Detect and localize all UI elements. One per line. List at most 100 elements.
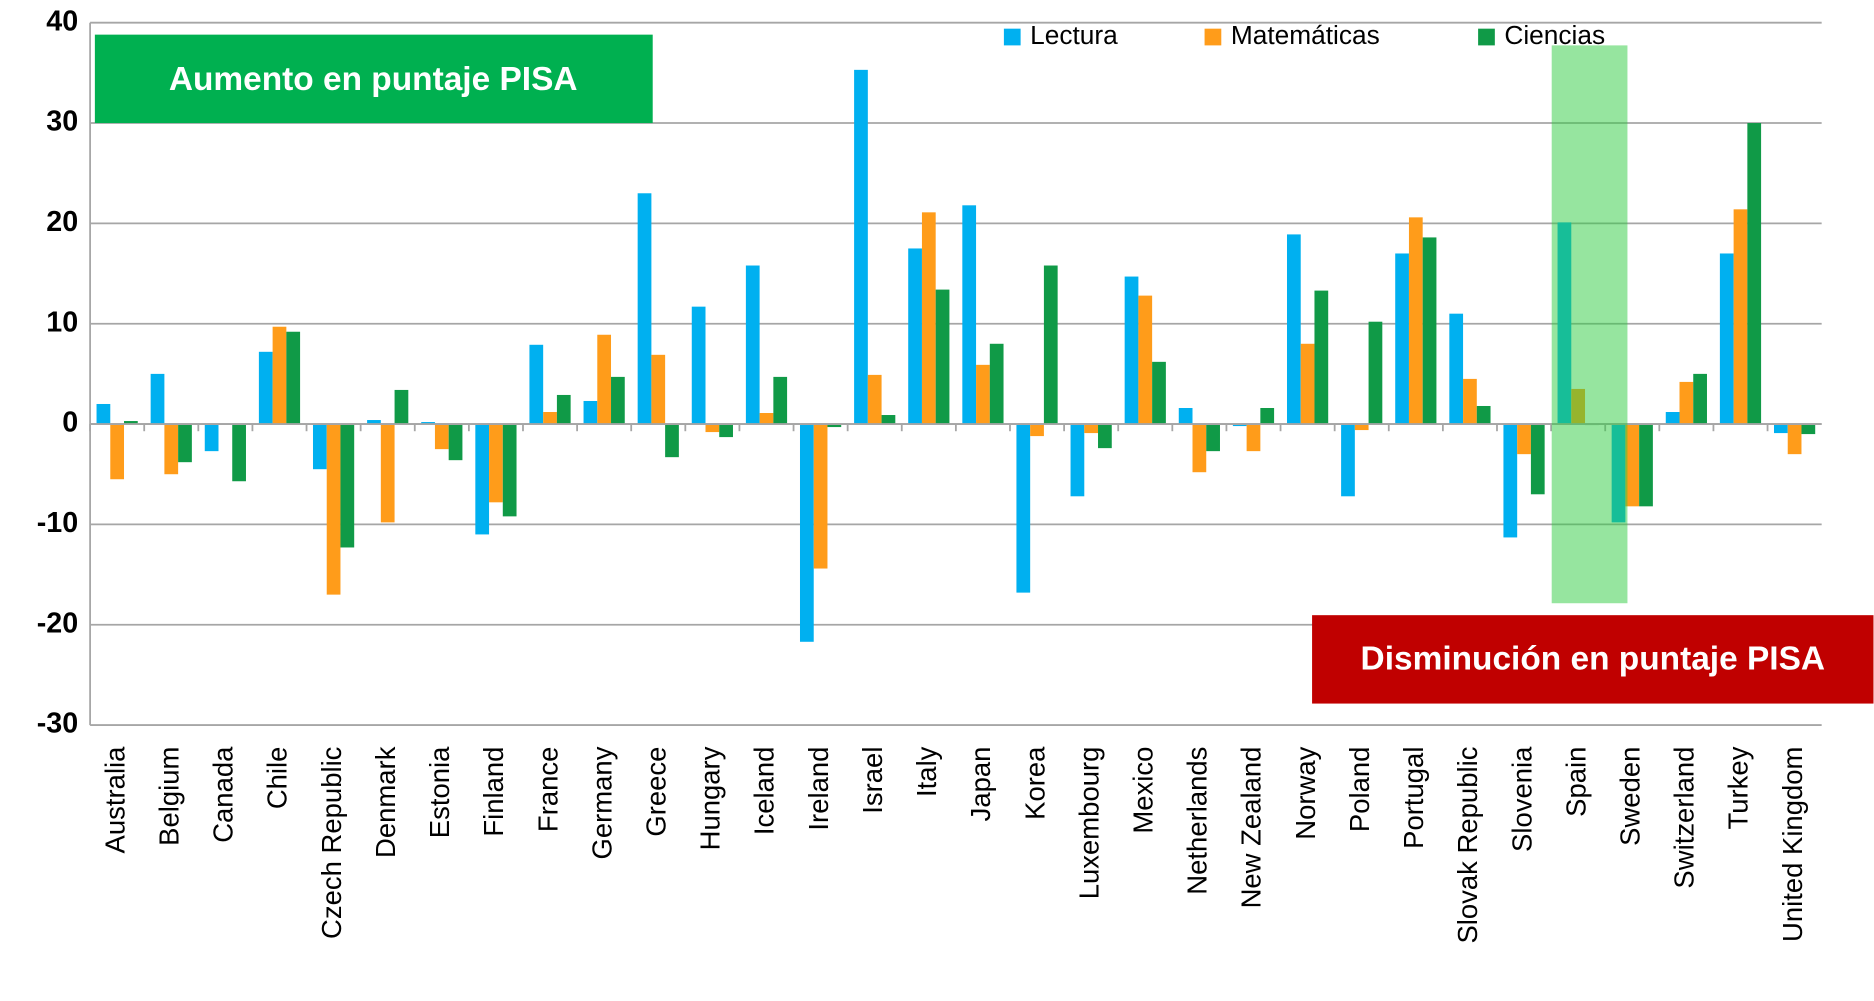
bar [1030, 424, 1044, 437]
bar [962, 205, 977, 425]
y-tick-label: -20 [37, 607, 78, 639]
x-tick-label: Poland [1344, 747, 1375, 833]
bar [1314, 290, 1329, 425]
bar [448, 424, 463, 461]
bar [164, 424, 179, 475]
bar [475, 424, 490, 535]
bar [1395, 253, 1409, 425]
bar [827, 424, 842, 428]
bar [1152, 361, 1166, 425]
bar [583, 400, 598, 425]
x-tick-label: Turkey [1723, 746, 1754, 829]
y-tick-label: 10 [46, 306, 78, 338]
bar [854, 69, 868, 425]
bar [312, 424, 327, 470]
annotation-box [1312, 615, 1874, 704]
x-tick-label: Switzerland [1669, 747, 1700, 889]
x-tick-label: Portugal [1398, 747, 1429, 849]
bar [908, 248, 922, 425]
bar [1232, 424, 1247, 427]
bar [1192, 424, 1207, 473]
x-tick-label: France [532, 747, 563, 832]
x-tick-label: Japan [965, 747, 996, 822]
annotation: Aumento en puntaje PISA [169, 61, 578, 98]
bar [719, 424, 733, 438]
bar [1747, 123, 1762, 425]
bar [1530, 424, 1545, 495]
x-tick-label: Norway [1290, 746, 1321, 839]
x-tick-label: Australia [99, 746, 130, 854]
x-tick-label: Germany [586, 746, 617, 859]
bar [1625, 424, 1640, 507]
x-tick-label: Slovenia [1506, 746, 1537, 852]
bar [434, 424, 449, 450]
x-tick-label: Ireland [803, 747, 834, 831]
bar [124, 421, 138, 425]
bar [1719, 253, 1734, 425]
bar [380, 424, 395, 523]
bar [1286, 234, 1301, 425]
bar [1016, 424, 1031, 593]
x-tick-label: Hungary [695, 746, 726, 850]
legend-label: Lectura [1030, 20, 1118, 50]
bar [1463, 378, 1477, 425]
bar [1178, 407, 1193, 425]
bar [556, 394, 571, 425]
y-tick-label: -30 [37, 708, 78, 740]
legend-swatch [1003, 28, 1021, 46]
bar [1098, 424, 1112, 449]
x-tick-label: Czech Republic [316, 746, 347, 939]
bar [867, 374, 882, 425]
bar [1503, 424, 1518, 538]
x-tick-label: Slovak Republic [1452, 746, 1483, 943]
x-tick-label: Canada [208, 746, 239, 843]
bar [1070, 424, 1085, 497]
legend-label: Ciencias [1504, 20, 1605, 50]
bar [665, 424, 679, 458]
bar [367, 420, 381, 425]
bar [340, 424, 355, 548]
bar [1341, 424, 1355, 497]
bar [1408, 217, 1423, 425]
bar [1476, 405, 1491, 425]
x-tick-label: Netherlands [1182, 747, 1213, 895]
x-tick-label: Korea [1019, 746, 1050, 820]
bar [989, 343, 1004, 425]
x-tick-label: Sweden [1615, 747, 1646, 846]
bar [1043, 265, 1058, 425]
y-tick-label: -10 [37, 507, 78, 539]
bar [813, 424, 828, 569]
bar [935, 289, 950, 425]
bar [178, 424, 192, 463]
x-tick-label: Italy [911, 746, 942, 797]
y-tick-label: 20 [46, 206, 78, 238]
bar [705, 424, 720, 433]
y-tick-label: 0 [62, 407, 78, 439]
bar [1206, 424, 1220, 452]
bar [1665, 412, 1680, 425]
x-tick-label: Chile [262, 747, 293, 810]
bar [881, 415, 896, 425]
bar [286, 331, 301, 425]
x-tick-label: Iceland [749, 747, 780, 836]
bar [258, 351, 273, 425]
bar [1354, 424, 1369, 431]
bar [759, 413, 774, 425]
bar [799, 424, 814, 642]
bar [394, 389, 409, 425]
annotation-box [94, 34, 653, 124]
bar [326, 424, 341, 595]
bar [1801, 424, 1816, 435]
x-tick-label: United Kingdom [1777, 747, 1808, 942]
x-tick-label: Estonia [424, 746, 455, 838]
bar [1693, 373, 1707, 425]
bar [529, 344, 544, 425]
highlight [1551, 45, 1628, 604]
bar [637, 193, 652, 425]
bar [651, 354, 666, 425]
bar [691, 306, 706, 425]
x-tick-label: Finland [478, 747, 509, 837]
bar [1368, 321, 1383, 425]
bar [1246, 424, 1261, 452]
